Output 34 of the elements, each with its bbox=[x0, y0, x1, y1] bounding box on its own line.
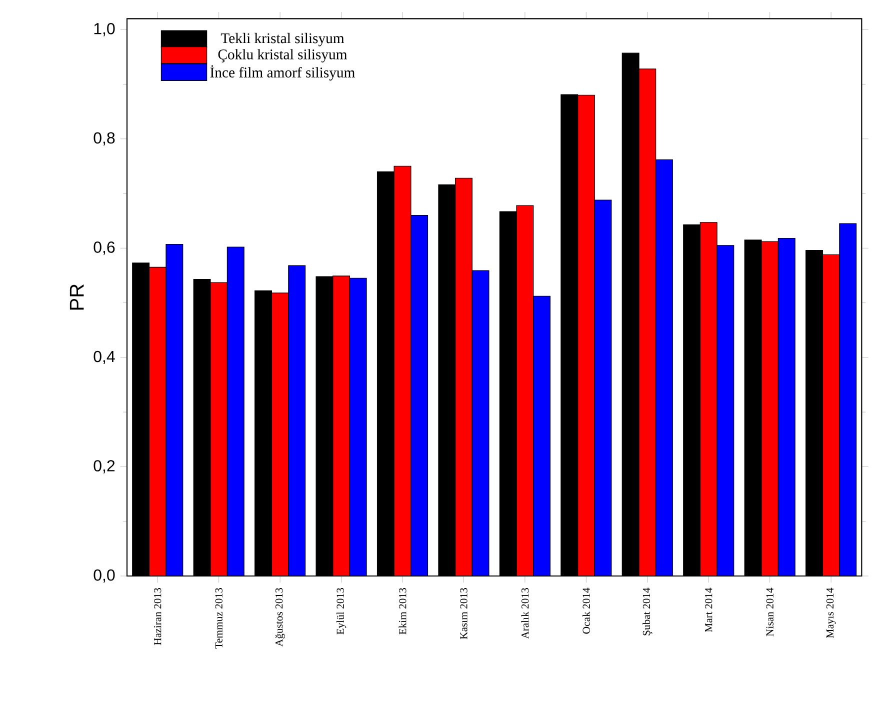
bar bbox=[655, 159, 673, 576]
bar bbox=[594, 200, 612, 576]
y-tick-label: 0,6 bbox=[94, 242, 115, 255]
x-tick-label: Mayıs 2014 bbox=[826, 588, 836, 638]
y-tick-label: 0,0 bbox=[94, 569, 115, 583]
x-tick-label: Şubat 2014 bbox=[642, 588, 652, 636]
x-tick-label: Nisan 2014 bbox=[766, 588, 774, 636]
bar bbox=[472, 270, 490, 576]
y-tick-label: 0,2 bbox=[94, 460, 115, 474]
x-tick-label: Ağustos 2013 bbox=[275, 588, 285, 646]
x-tick-label: Kasım 2013 bbox=[460, 588, 468, 640]
bar bbox=[349, 278, 367, 576]
x-tick-label: Ekim 2013 bbox=[398, 588, 406, 634]
y-tick-label: 0,4 bbox=[94, 350, 115, 364]
bar bbox=[288, 265, 306, 576]
y-tick-label: 0,8 bbox=[94, 132, 115, 146]
bar bbox=[410, 215, 428, 576]
legend-label: Tekli kristal silisyum bbox=[220, 32, 344, 46]
x-tick-label: Mart 2014 bbox=[705, 588, 712, 632]
bar bbox=[166, 244, 184, 576]
x-tick-label: Aralık 2013 bbox=[521, 588, 529, 639]
bar bbox=[839, 223, 857, 576]
bar bbox=[226, 246, 244, 576]
y-tick-label: 1,0 bbox=[94, 22, 115, 36]
x-tick-label: Haziran 2013 bbox=[154, 588, 162, 646]
bar bbox=[533, 296, 550, 576]
legend-label: Çoklu kristal silisyum bbox=[218, 49, 348, 62]
x-tick-label: Ocak 2014 bbox=[582, 588, 590, 634]
bar bbox=[716, 245, 734, 576]
legend-label: İnce film amorf silisyum bbox=[210, 65, 355, 80]
x-tick-label: Eylül 2013 bbox=[336, 588, 346, 634]
bar bbox=[778, 238, 796, 576]
x-tick-label: Temmuz 2013 bbox=[215, 588, 222, 649]
y-axis-title: PR bbox=[70, 284, 84, 310]
